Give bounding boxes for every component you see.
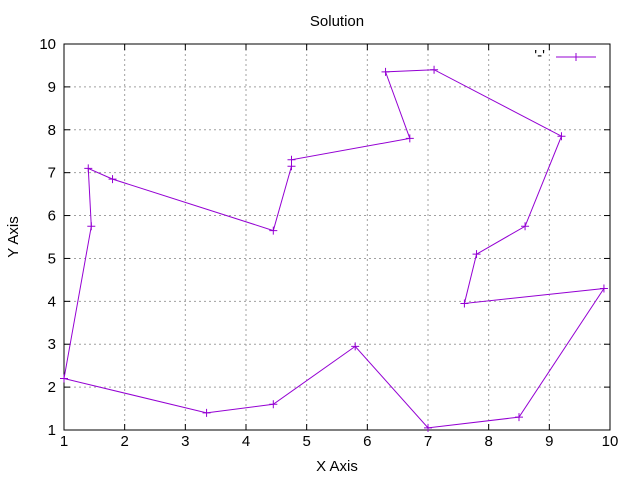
grid-lines [64, 44, 610, 430]
legend-marker [572, 53, 580, 61]
y-tick-label: 8 [48, 122, 56, 139]
x-tick-label: 10 [602, 433, 619, 450]
y-tick-label: 4 [48, 293, 56, 310]
x-tick-label: 6 [363, 433, 371, 450]
y-tick-label: 7 [48, 165, 56, 182]
y-tick-label: 2 [48, 379, 56, 396]
x-tick-label: 9 [545, 433, 553, 450]
data-point [108, 175, 117, 184]
data-point [405, 134, 414, 143]
x-tick-label: 5 [302, 433, 310, 450]
x-tick-label: 1 [60, 433, 68, 450]
plot-border [63, 43, 611, 431]
data-point [381, 67, 390, 76]
y-tick-label: 1 [48, 422, 56, 439]
x-tick-label: 2 [120, 433, 128, 450]
x-axis-label: X Axis [316, 458, 358, 475]
axis-ticks: 1 2 3 4 5 6 7 8 9 10 1 2 3 4 5 6 7 8 9 10 [39, 36, 618, 450]
data-point [287, 162, 296, 171]
legend: '-' [534, 47, 596, 64]
legend-label: '-' [534, 47, 545, 64]
series-layer [60, 65, 608, 432]
chart-title: Solution [310, 13, 364, 30]
x-tick-label: 7 [424, 433, 432, 450]
y-tick-label: 10 [39, 36, 56, 53]
data-point [599, 284, 608, 293]
data-point [430, 65, 439, 74]
data-point [87, 222, 96, 231]
data-point [60, 374, 68, 383]
data-point [351, 342, 360, 351]
series-line [63, 69, 605, 429]
y-tick-label: 5 [48, 250, 56, 267]
data-point [557, 132, 566, 141]
data-point [515, 413, 523, 422]
data-point [472, 250, 481, 259]
x-tick-label: 4 [242, 433, 250, 450]
x-tick-label: 3 [181, 433, 189, 450]
y-tick-label: 6 [48, 208, 56, 225]
y-tick-label: 9 [48, 79, 56, 96]
data-point [521, 222, 530, 231]
data-point [269, 400, 278, 409]
y-axis-label: Y Axis [5, 216, 22, 257]
data-point [269, 226, 278, 235]
y-tick-label: 3 [48, 336, 56, 353]
data-point [460, 299, 469, 308]
data-point [84, 164, 93, 173]
x-tick-label: 8 [484, 433, 492, 450]
data-point [424, 423, 432, 432]
data-point [202, 408, 211, 417]
